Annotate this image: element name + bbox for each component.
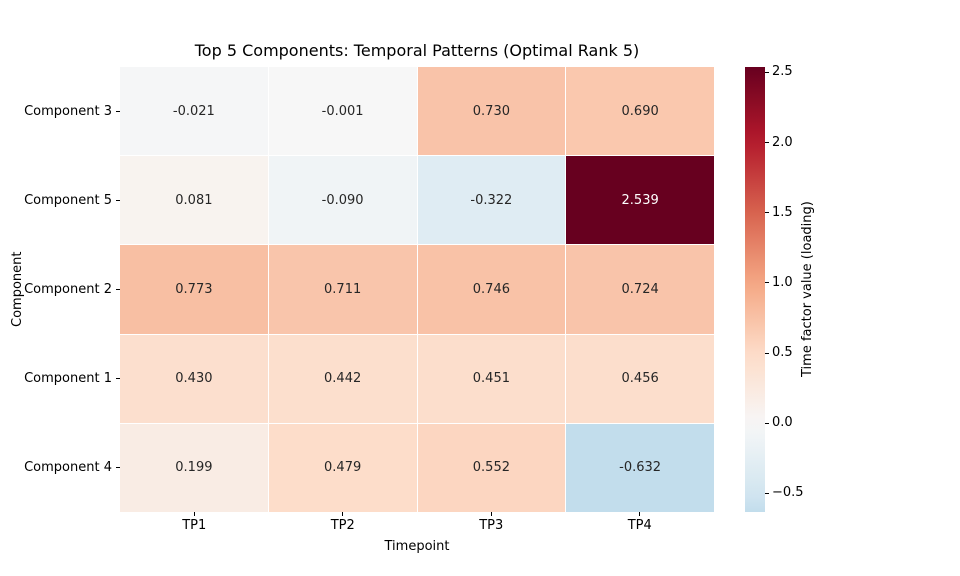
y-tick-label: Component 2 [24, 281, 112, 297]
colorbar [745, 67, 765, 512]
heatmap-cell: 0.199 [120, 423, 268, 512]
y-tick-label: Component 4 [24, 459, 112, 475]
colorbar-tick-label: −0.5 [772, 485, 804, 501]
heatmap-cell: 0.773 [120, 245, 268, 334]
cell-value: 0.724 [621, 281, 659, 297]
cell-value: 0.773 [175, 281, 213, 297]
heatmap-cell: -0.090 [268, 156, 417, 245]
heatmap-cell: 0.451 [417, 334, 566, 423]
x-tick-label: TP1 [182, 518, 207, 533]
heatmap-cell: 0.442 [268, 334, 417, 423]
y-tick-label: Component 1 [24, 370, 112, 386]
chart-title: Top 5 Components: Temporal Patterns (Opt… [194, 41, 640, 60]
heatmap-cell: 0.730 [417, 67, 566, 156]
cell-value: -0.021 [172, 103, 215, 119]
x-tick-mark [342, 512, 344, 516]
heatmap-cell: -0.322 [417, 156, 566, 245]
cell-value: 0.690 [621, 103, 659, 119]
cell-value: 0.730 [472, 103, 510, 119]
cell-value: 0.430 [175, 371, 213, 387]
colorbar-tick-mark [765, 282, 769, 284]
colorbar-tick-label: 1.5 [772, 204, 793, 220]
x-tick-label: TP3 [479, 518, 504, 533]
colorbar-tick-mark [765, 71, 769, 73]
x-tick-label: TP4 [627, 518, 652, 533]
x-tick-mark [193, 512, 195, 516]
colorbar-tick-mark [765, 422, 769, 424]
y-tick-label: Component 3 [24, 103, 112, 119]
heatmap-cell: 0.456 [566, 334, 714, 423]
cell-value: 2.539 [621, 192, 659, 208]
cell-value: 0.451 [472, 371, 510, 387]
cell-value: 0.746 [472, 281, 510, 297]
cell-value: 0.552 [472, 460, 510, 476]
heatmap-cell: 0.711 [268, 245, 417, 334]
colorbar-tick-label: 0.5 [772, 345, 793, 361]
cell-value: 0.442 [324, 371, 362, 387]
y-tick-mark [116, 200, 120, 201]
x-axis-label: Timepoint [384, 539, 450, 554]
cell-value: 0.479 [324, 460, 362, 476]
heatmap-cell: 0.724 [566, 245, 714, 334]
colorbar-label: Time factor value (loading) [800, 201, 815, 378]
y-tick-label: Component 5 [24, 192, 112, 208]
x-tick-label: TP2 [330, 518, 355, 533]
heatmap-cell: 0.081 [120, 156, 268, 245]
colorbar-tick-mark [765, 142, 769, 144]
heatmap-cell: -0.632 [566, 423, 714, 512]
heatmap-grid: -0.021 -0.001 0.730 0.690 0.081 -0.090 -0.322 2… [120, 67, 714, 512]
colorbar-tick-mark [765, 492, 769, 494]
colorbar-tick-label: 2.0 [772, 134, 793, 150]
y-tick-mark [116, 378, 120, 379]
colorbar-tick-mark [765, 352, 769, 354]
cell-value: -0.322 [470, 192, 513, 208]
heatmap-cell: 0.746 [417, 245, 566, 334]
colorbar-tick-label: 2.5 [772, 64, 793, 80]
cell-value: 0.711 [324, 281, 362, 297]
cell-value: 0.081 [175, 192, 213, 208]
heatmap-cell: 0.552 [417, 423, 566, 512]
x-tick-mark [490, 512, 492, 516]
colorbar-tick-label: 0.0 [772, 415, 793, 431]
colorbar-tick-mark [765, 212, 769, 214]
cell-value: 0.199 [175, 460, 213, 476]
colorbar-tick-label: 1.0 [772, 274, 793, 290]
y-tick-mark [116, 467, 120, 468]
heatmap-cell: -0.001 [268, 67, 417, 156]
heatmap-cell: 2.539 [566, 156, 714, 245]
y-tick-mark [116, 289, 120, 290]
heatmap-cell: 0.479 [268, 423, 417, 512]
heatmap-cell: 0.430 [120, 334, 268, 423]
heatmap-cell: -0.021 [120, 67, 268, 156]
x-tick-mark [639, 512, 641, 516]
cell-value: 0.456 [621, 371, 659, 387]
cell-value: -0.632 [619, 460, 662, 476]
cell-value: -0.001 [321, 103, 364, 119]
cell-value: -0.090 [321, 192, 364, 208]
y-tick-mark [116, 111, 120, 112]
heatmap-cell: 0.690 [566, 67, 714, 156]
